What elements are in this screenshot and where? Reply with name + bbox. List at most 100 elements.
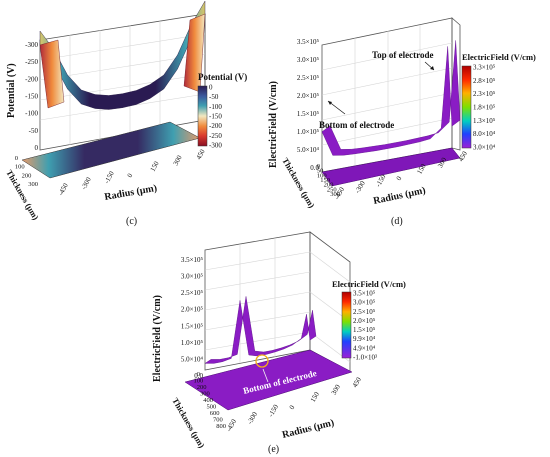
y-tick-d-3: 150 xyxy=(320,177,330,184)
colorbar-d-label-5: 8.0×10⁴ xyxy=(473,130,496,138)
colorbar-e-label-4: 1.5×10⁵ xyxy=(353,326,376,334)
x-label-c: Radius (μm) xyxy=(104,183,158,203)
z-tick-e-4: 2.0×10⁵ xyxy=(181,306,204,314)
colorbar-c xyxy=(197,85,208,147)
y-tick-d-5: 250 xyxy=(327,186,337,193)
arrow-bottom-of-electrode-e xyxy=(262,368,269,383)
y-tick-c-3: 300 xyxy=(28,181,38,188)
z-tick-d-7: 3.5×10⁵ xyxy=(297,38,320,46)
colorbar-c-label-2: -100 xyxy=(209,103,222,111)
bottom-of-electrode-marker xyxy=(255,354,269,368)
colorbar-e-label-5: 9.9×10⁴ xyxy=(353,335,376,343)
y-tick-e-8: 800 xyxy=(216,423,226,430)
y-tick-d-2: 100 xyxy=(317,172,327,179)
x-tick-c-6: 450 xyxy=(195,147,207,160)
z-tick-c-6: 0 xyxy=(35,144,39,152)
z-tick-c-3: -150 xyxy=(25,93,38,101)
colorbar-c-title: Potential (V) xyxy=(198,72,247,82)
x-tick-d-3: 0 xyxy=(395,175,404,182)
colorbar-e-title: ElectricField (V/cm) xyxy=(332,279,406,289)
electric-field-floor-d xyxy=(321,147,461,187)
z-label-c: Potential (V) xyxy=(6,63,17,118)
x-tick-c-4: 150 xyxy=(149,159,161,172)
x-tick-d-1: -300 xyxy=(353,179,367,195)
y-tick-e-7: 700 xyxy=(213,417,223,424)
z-tick-e-3: 1.5×10⁵ xyxy=(181,322,204,330)
potential-floor-projection xyxy=(21,121,201,179)
z-tick-d-2: 1.0×10⁵ xyxy=(297,128,320,136)
panel-c: 0-50-100-150-200-250-300 Potential (V) -… xyxy=(4,0,247,227)
y-tick-d-1: 50 xyxy=(317,168,324,175)
y-tick-e-6: 600 xyxy=(210,410,220,417)
grid-d xyxy=(321,25,453,165)
colorbar-d-labels: 3.3×10⁵ 2.8×10⁵ 2.3×10⁵ 1.8×10⁵ 1.3×10⁵ 8.0×1… xyxy=(473,64,496,152)
colorbar-d xyxy=(461,65,472,149)
colorbar-e-labels: 3.5×10⁵3.0×10⁵2.5×10⁵2.0×10⁵1.5×10⁵9.9×1… xyxy=(353,290,377,362)
colorbar-d-label-1: 2.8×10⁵ xyxy=(473,77,496,85)
z-label-d: ElectricField (V/cm) xyxy=(268,81,279,168)
z-tick-d-4: 2.0×10⁵ xyxy=(297,92,320,100)
panel-d: 0.0 5.0×10⁴ 1.0×10⁵ 1.5×10⁵ 2.0×10⁵ 2.5×10⁵ 3.… xyxy=(268,17,536,227)
y-tick-e-5: 500 xyxy=(207,404,217,411)
x-tick-e-3: 0 xyxy=(288,404,297,411)
colorbar-c-label-3: -150 xyxy=(209,113,222,121)
z-tick-e-7: 3.5×10⁵ xyxy=(181,256,204,264)
colorbar-d-label-0: 3.3×10⁵ xyxy=(473,64,496,72)
y-tick-c-0: 0 xyxy=(15,155,18,162)
y-tick-c-1: 100 xyxy=(15,164,25,171)
caption-e: (e) xyxy=(268,444,279,455)
y-tick-d-4: 200 xyxy=(324,182,334,189)
potential-surface-left-wall xyxy=(39,39,65,109)
colorbar-d-label-2: 2.3×10⁵ xyxy=(473,90,496,98)
z-tick-d-0: 0.0 xyxy=(310,164,319,172)
colorbar-e-label-3: 2.0×10⁵ xyxy=(353,317,376,325)
colorbar-e xyxy=(341,291,352,359)
z-tick-e-1: 5.0×10⁴ xyxy=(181,355,204,363)
colorbar-c-label-0: 0 xyxy=(209,84,213,92)
annotation-top-of-electrode-d: Top of electrode xyxy=(372,50,434,60)
annotation-bottom-of-electrode-d: Bottom of electrode xyxy=(319,120,394,130)
colorbar-c-label-5: -250 xyxy=(209,132,222,140)
colorbar-c-label-1: -50 xyxy=(209,93,219,101)
z-label-e: ElectricField (V/cm) xyxy=(152,295,163,382)
colorbar-d-label-6: 3.0×10⁴ xyxy=(473,144,496,152)
colorbar-e-label-7: -1.0×10³ xyxy=(353,354,377,362)
x-tick-c-5: 300 xyxy=(172,153,184,166)
colorbar-d-title: ElectricField (V/cm) xyxy=(462,52,536,62)
z-tick-c-4: -100 xyxy=(25,110,38,118)
x-tick-c-3: 0 xyxy=(126,172,135,179)
x-tick-c-1: -300 xyxy=(80,175,93,191)
potential-surface-right-wall xyxy=(183,13,206,93)
z-ticks-d: 0.0 5.0×10⁴ 1.0×10⁵ 1.5×10⁵ 2.0×10⁵ 2.5×10⁵ 3.… xyxy=(297,38,320,172)
y-tick-e-2: 200 xyxy=(197,384,207,391)
colorbar-e-label-0: 3.5×10⁵ xyxy=(353,290,376,298)
colorbar-e-label-2: 2.5×10⁵ xyxy=(353,308,376,316)
z-tick-c-0: -300 xyxy=(25,41,38,49)
colorbar-c-label-4: -200 xyxy=(209,122,222,130)
x-tick-e-1: -300 xyxy=(246,410,260,426)
x-tick-d-6: 450 xyxy=(457,149,469,163)
y-tick-e-0: 0 xyxy=(197,371,200,378)
x-tick-c-0: -450 xyxy=(57,181,70,197)
electric-field-surface-d xyxy=(321,40,461,156)
y-tick-e-1: 100 xyxy=(194,378,204,385)
y-tick-d-0: 0 xyxy=(317,163,320,170)
x-tick-e-6: 450 xyxy=(351,375,363,389)
z-tick-d-5: 2.5×10⁵ xyxy=(297,74,320,82)
x-tick-e-5: 300 xyxy=(330,383,342,397)
panel-e: Bottom of electrode 0.05.0×10⁴1.0×10⁵1.5… xyxy=(152,231,406,455)
z-tick-d-6: 3.0×10⁵ xyxy=(297,56,320,64)
z-tick-e-5: 2.5×10⁵ xyxy=(181,289,204,297)
colorbar-c-label-6: -300 xyxy=(209,142,222,150)
x-tick-e-4: 150 xyxy=(309,390,321,404)
z-tick-c-1: -250 xyxy=(25,58,38,66)
colorbar-e-label-1: 3.0×10⁵ xyxy=(353,299,376,307)
z-ticks-c: -300 -250 -200 -150 -100 -50 0 xyxy=(25,41,38,152)
x-tick-c-2: -150 xyxy=(103,169,116,185)
z-tick-e-2: 1.0×10⁵ xyxy=(181,339,204,347)
y-tick-c-2: 200 xyxy=(22,172,32,179)
electric-field-surface-e xyxy=(204,296,317,364)
y-tick-e-3: 300 xyxy=(200,391,210,398)
